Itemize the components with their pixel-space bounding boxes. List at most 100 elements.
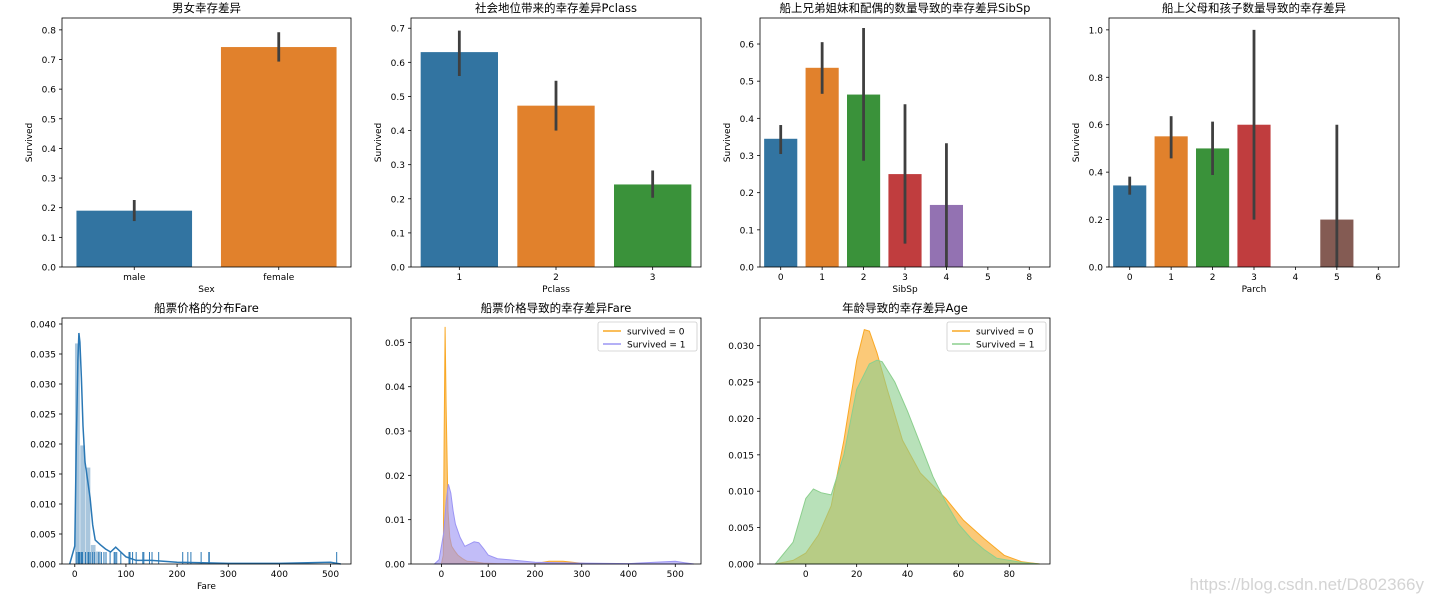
x-tick-label: 300 — [573, 570, 590, 580]
kde-area — [433, 484, 695, 565]
kde-area — [774, 359, 1040, 565]
y-axis-label: Survived — [25, 123, 35, 163]
subplot-7: 年龄导致的幸存差异Age 0.000 0.005 0.010 0.015 0.020 0.0… — [728, 301, 1051, 580]
x-tick-label: 300 — [220, 570, 237, 580]
x-tick-label: male — [123, 273, 146, 283]
y-tick-label: 0.2 — [42, 204, 56, 214]
x-tick-label: 4 — [1293, 273, 1299, 283]
x-axis-label: Fare — [197, 582, 216, 592]
y-tick-label: 0.00 — [385, 561, 405, 571]
y-tick-label: 0.7 — [391, 25, 405, 35]
y-tick-label: 0.02 — [385, 472, 405, 482]
x-tick-label: 60 — [953, 570, 965, 580]
x-tick-label: 100 — [480, 570, 497, 580]
y-tick-label: 0.5 — [391, 93, 405, 103]
bar — [517, 105, 595, 267]
x-tick-label: 3 — [650, 273, 656, 283]
subplot-6: 船票价格导致的幸存差异Fare 0.00 0.01 0.02 0.03 0.04 0.05 0… — [385, 301, 702, 580]
x-tick-label: female — [263, 273, 294, 283]
y-tick-label: 0.6 — [740, 41, 755, 51]
kde-line — [68, 332, 341, 565]
x-tick-label: 0 — [439, 570, 445, 580]
subplot-3: 船上兄弟姐妹和配偶的数量导致的幸存差异SibSp 0 1 2 3 4 5 8 0.0 0.1 0.2… — [723, 1, 1051, 295]
legend-box — [597, 321, 698, 352]
axes-frame — [410, 317, 702, 565]
y-tick-label: 0.0 — [42, 264, 57, 274]
y-tick-label: 0.1 — [42, 234, 56, 244]
x-tick-label: 2 — [1210, 273, 1216, 283]
axes-frame — [1108, 17, 1400, 268]
y-tick-label: 0.01 — [385, 516, 405, 526]
bar — [764, 138, 798, 267]
x-tick-label: 200 — [168, 570, 185, 580]
y-tick-label: 0.015 — [728, 451, 754, 461]
y-tick-label: 0.035 — [30, 351, 56, 361]
y-axis-label: Survived — [374, 123, 384, 163]
bar — [220, 47, 337, 267]
x-tick-label: 0 — [72, 570, 78, 580]
axes-frame — [410, 17, 702, 268]
y-tick-label: 0.6 — [1089, 121, 1104, 131]
y-tick-label: 0.3 — [42, 175, 56, 185]
subplot-4: 船上父母和孩子数量导致的幸存差异 0 1 2 3 4 5 6 0.0 0.2 0.4 0.6 0.8 1.… — [1072, 1, 1400, 295]
legend: survived = 0 Survived = 1 — [946, 321, 1047, 352]
x-tick-label: 1 — [819, 273, 825, 283]
y-tick-label: 0.015 — [30, 471, 56, 481]
y-tick-label: 0.0 — [740, 264, 755, 274]
x-tick-label: 100 — [117, 570, 134, 580]
chart-title: 船上兄弟姐妹和配偶的数量导致的幸存差异SibSp — [780, 1, 1031, 15]
x-tick-label: 2 — [553, 273, 559, 283]
bar — [805, 67, 839, 267]
y-tick-label: 0.4 — [1089, 169, 1104, 179]
x-tick-label: 0 — [778, 273, 784, 283]
y-tick-label: 0.8 — [42, 26, 57, 36]
y-tick-label: 0.000 — [728, 561, 754, 571]
y-tick-label: 0.5 — [740, 78, 754, 88]
y-tick-label: 0.025 — [728, 379, 754, 389]
chart-title: 船票价格的分布Fare — [154, 301, 259, 315]
y-tick-label: 0.04 — [385, 383, 405, 393]
x-tick-label: 0 — [803, 570, 809, 580]
legend-label: survived = 0 — [976, 328, 1034, 338]
x-tick-label: 2 — [861, 273, 867, 283]
y-tick-label: 0.3 — [391, 161, 405, 171]
x-axis-label: Parch — [1242, 285, 1267, 295]
y-tick-label: 0.03 — [385, 428, 405, 438]
x-tick-label: 4 — [944, 273, 950, 283]
chart-title: 社会地位带来的幸存差异Pclass — [475, 1, 637, 15]
x-tick-label: 400 — [271, 570, 288, 580]
legend-label: Survived = 1 — [976, 341, 1035, 351]
watermark: https://blog.csdn.net/D802366y — [1189, 575, 1424, 594]
legend-label: Survived = 1 — [627, 341, 686, 351]
kde-area — [440, 326, 592, 565]
y-tick-label: 0.040 — [30, 321, 56, 331]
y-tick-label: 0.6 — [42, 86, 57, 96]
x-tick-label: 500 — [667, 570, 684, 580]
x-tick-label: 0 — [1127, 273, 1133, 283]
y-tick-label: 0.025 — [30, 411, 56, 421]
y-tick-label: 0.2 — [740, 189, 754, 199]
chart-title: 男女幸存差异 — [172, 1, 241, 15]
x-tick-label: 1 — [456, 273, 462, 283]
y-tick-label: 0.2 — [1089, 216, 1103, 226]
y-axis-label: Survived — [723, 123, 733, 163]
y-tick-label: 1.0 — [1089, 26, 1104, 36]
axes-frame — [759, 17, 1051, 268]
axes-frame — [61, 17, 352, 268]
x-tick-label: 5 — [985, 273, 991, 283]
y-tick-label: 0.010 — [728, 488, 754, 498]
x-tick-label: 500 — [322, 570, 339, 580]
subplot-5: 船票价格的分布Fare 0.000 0.005 0.010 0.015 0.020 0.02… — [30, 301, 352, 592]
x-tick-label: 1 — [1168, 273, 1174, 283]
x-tick-label: 40 — [902, 570, 914, 580]
x-tick-label: 8 — [1026, 273, 1032, 283]
chart-title: 船上父母和孩子数量导致的幸存差异 — [1162, 1, 1346, 15]
y-tick-label: 0.8 — [1089, 74, 1104, 84]
x-axis-label: Pclass — [542, 285, 570, 295]
y-tick-label: 0.0 — [1089, 264, 1104, 274]
legend: survived = 0 Survived = 1 — [597, 321, 698, 352]
y-tick-label: 0.1 — [740, 226, 754, 236]
y-tick-label: 0.2 — [391, 195, 405, 205]
y-tick-label: 0.1 — [391, 229, 405, 239]
